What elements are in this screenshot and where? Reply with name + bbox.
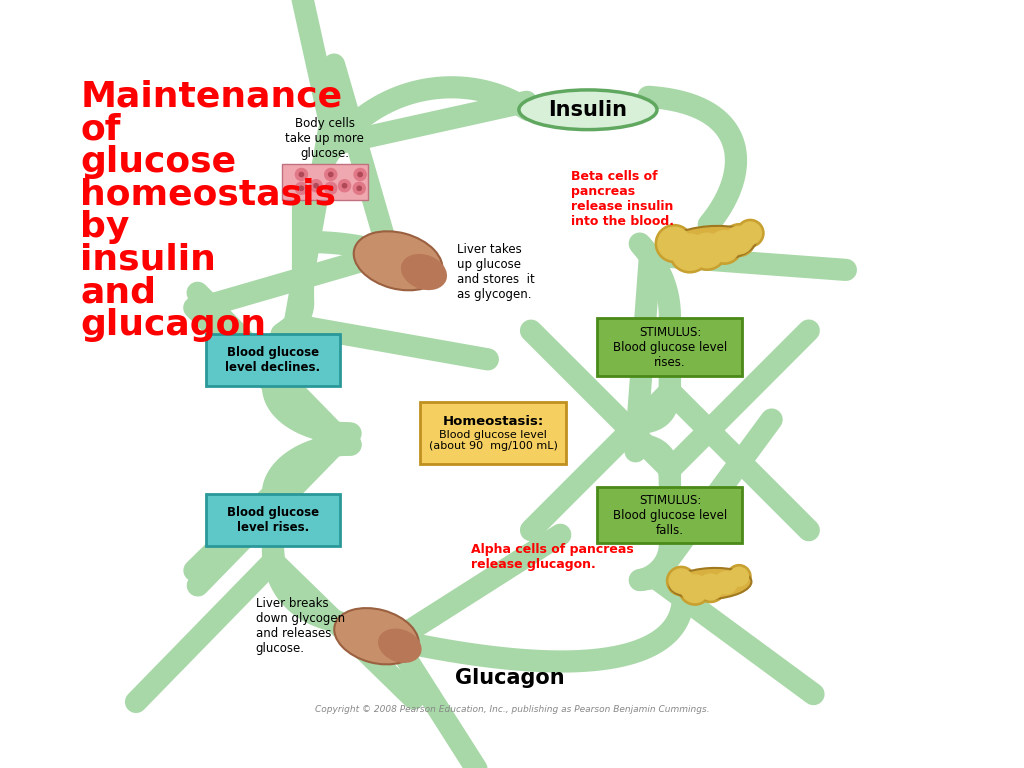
Ellipse shape [378, 628, 422, 663]
Circle shape [329, 172, 333, 177]
Ellipse shape [401, 254, 447, 290]
Text: Copyright © 2008 Pearson Education, Inc., publishing as Pearson Benjamin Cumming: Copyright © 2008 Pearson Education, Inc.… [314, 705, 710, 714]
FancyBboxPatch shape [420, 402, 566, 465]
Circle shape [354, 168, 367, 180]
Ellipse shape [334, 608, 419, 664]
Text: Homeostasis:: Homeostasis: [442, 415, 544, 428]
Text: Maintenance
of
glucose
homeostasis
by
insulin
and
glucagon: Maintenance of glucose homeostasis by in… [81, 80, 343, 342]
Circle shape [669, 231, 711, 273]
Ellipse shape [670, 568, 752, 599]
Text: Liver breaks
down glycogen
and releases
glucose.: Liver breaks down glycogen and releases … [256, 597, 345, 655]
Circle shape [310, 180, 323, 192]
Text: STIMULUS:
Blood glucose level
falls.: STIMULUS: Blood glucose level falls. [612, 494, 727, 537]
Circle shape [314, 184, 318, 188]
Text: STIMULUS:
Blood glucose level
rises.: STIMULUS: Blood glucose level rises. [612, 326, 727, 369]
Text: Blood glucose level
(about 90  mg/100 mL): Blood glucose level (about 90 mg/100 mL) [429, 429, 557, 451]
Text: Alpha cells of pancreas
release glucagon.: Alpha cells of pancreas release glucagon… [471, 543, 634, 571]
Circle shape [295, 182, 307, 194]
Ellipse shape [662, 226, 756, 263]
FancyBboxPatch shape [282, 164, 368, 200]
Circle shape [329, 186, 333, 190]
FancyBboxPatch shape [597, 488, 742, 544]
Text: Blood glucose
level rises.: Blood glucose level rises. [227, 505, 319, 534]
Circle shape [295, 168, 307, 180]
Text: Liver takes
up glucose
and stores  it
as glycogen.: Liver takes up glucose and stores it as … [457, 243, 535, 301]
Circle shape [709, 230, 740, 262]
Circle shape [325, 168, 337, 180]
Circle shape [357, 186, 361, 190]
Text: Blood glucose
level declines.: Blood glucose level declines. [225, 346, 321, 374]
Circle shape [339, 180, 350, 192]
Circle shape [657, 227, 690, 260]
Circle shape [723, 223, 756, 257]
Circle shape [739, 222, 762, 244]
Circle shape [715, 571, 737, 594]
Circle shape [725, 227, 753, 254]
Circle shape [679, 572, 712, 605]
Text: Glucagon: Glucagon [456, 667, 565, 687]
Circle shape [299, 172, 303, 177]
Circle shape [299, 186, 303, 190]
Circle shape [687, 230, 727, 270]
FancyBboxPatch shape [597, 318, 742, 376]
FancyBboxPatch shape [206, 334, 340, 386]
Circle shape [672, 234, 708, 270]
Circle shape [667, 566, 696, 596]
Text: Insulin: Insulin [549, 100, 628, 120]
Circle shape [713, 569, 740, 597]
Circle shape [695, 571, 726, 603]
Circle shape [681, 575, 709, 603]
Circle shape [707, 228, 742, 264]
Circle shape [342, 184, 347, 188]
Circle shape [325, 182, 337, 194]
Circle shape [697, 574, 723, 600]
FancyBboxPatch shape [206, 494, 340, 545]
Circle shape [669, 569, 693, 593]
Text: Beta cells of
pancreas
release insulin
into the blood.: Beta cells of pancreas release insulin i… [570, 170, 674, 227]
Circle shape [358, 172, 362, 177]
Circle shape [736, 220, 764, 247]
Circle shape [655, 224, 693, 263]
Circle shape [729, 568, 749, 586]
Ellipse shape [519, 90, 657, 130]
Text: Body cells
take up more
glucose.: Body cells take up more glucose. [286, 117, 365, 160]
Circle shape [353, 182, 366, 194]
Circle shape [690, 233, 724, 268]
Circle shape [727, 564, 751, 589]
Ellipse shape [353, 231, 442, 290]
